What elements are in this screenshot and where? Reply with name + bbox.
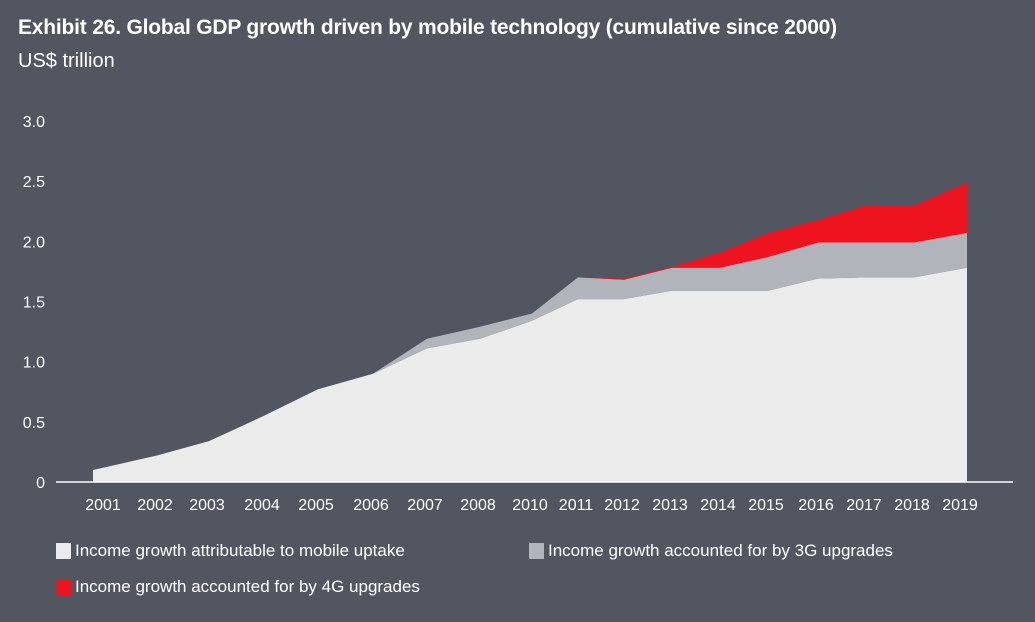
legend-swatch-4g-upgrades [56, 579, 71, 595]
x-tick-label: 2014 [700, 497, 736, 514]
x-tick-label: 2007 [407, 497, 443, 514]
x-tick-label: 2011 [559, 497, 594, 514]
x-tick-label: 2012 [604, 497, 640, 514]
legend-item-mobile-uptake: Income growth attributable to mobile upt… [56, 541, 405, 561]
y-tick-label: 2.0 [23, 234, 45, 251]
y-tick-label: 0 [36, 475, 45, 492]
legend-swatch-mobile-uptake [56, 543, 71, 559]
area-4g-upgrades [93, 182, 967, 470]
x-tick-label: 2018 [894, 497, 930, 514]
x-tick-label: 2016 [798, 497, 834, 514]
x-tick-label: 2006 [353, 497, 389, 514]
legend-item-3g-upgrades: Income growth accounted for by 3G upgrad… [529, 541, 893, 561]
legend-label: Income growth accounted for by 4G upgrad… [75, 577, 420, 596]
y-tick-label: 3.0 [23, 114, 45, 131]
area-mobile-uptake [93, 267, 967, 482]
series-areas [93, 182, 967, 482]
x-tick-label: 2015 [748, 497, 784, 514]
x-tick-label: 2002 [137, 497, 173, 514]
legend-label: Income growth attributable to mobile upt… [75, 541, 405, 560]
y-tick-label: 1.0 [23, 355, 45, 372]
x-tick-label: 2010 [512, 497, 548, 514]
x-tick-label: 2008 [460, 497, 496, 514]
x-tick-label: 2019 [942, 497, 978, 514]
chart-title: Exhibit 26. Global GDP growth driven by … [18, 16, 837, 39]
x-tick-label: 2003 [189, 497, 225, 514]
x-tick-label: 2013 [652, 497, 688, 514]
y-tick-label: 0.5 [23, 415, 45, 432]
y-axis-ticks: 0 0.5 1.0 1.5 2.0 2.5 3.0 [23, 114, 45, 492]
x-axis-ticks: 2001 2002 2003 2004 2005 2006 2007 2008 2010 2011… [85, 497, 978, 514]
x-tick-label: 2005 [298, 497, 334, 514]
area-3g-upgrades [93, 232, 967, 470]
x-tick-label: 2017 [846, 497, 882, 514]
y-tick-label: 1.5 [23, 295, 45, 312]
legend-label: Income growth accounted for by 3G upgrad… [548, 541, 893, 560]
x-tick-label: 2004 [244, 497, 280, 514]
legend-item-4g-upgrades: Income growth accounted for by 4G upgrad… [56, 577, 420, 597]
chart-subtitle: US$ trillion [18, 50, 115, 72]
x-tick-label: 2001 [85, 497, 121, 514]
y-tick-label: 2.5 [23, 174, 45, 191]
legend-swatch-3g-upgrades [529, 543, 544, 559]
